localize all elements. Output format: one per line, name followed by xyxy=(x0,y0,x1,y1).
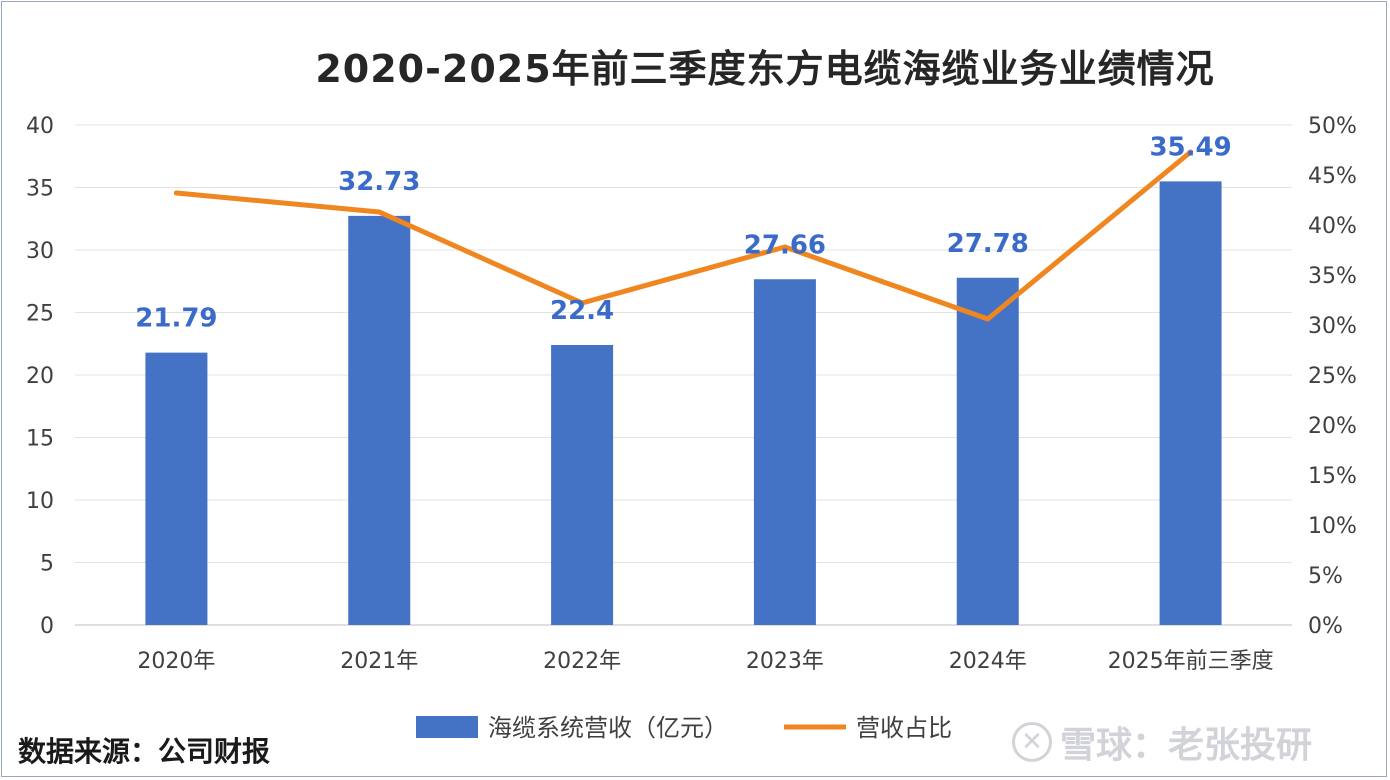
bar-data-label: 27.66 xyxy=(744,230,826,260)
y-left-tick-label: 5 xyxy=(40,552,54,577)
y-left-tick-label: 40 xyxy=(26,114,54,139)
bar xyxy=(348,215,411,625)
x-tick-label: 2025年前三季度 xyxy=(1108,649,1274,674)
line-point xyxy=(1188,149,1194,155)
x-tick-label: 2022年 xyxy=(543,649,621,674)
line-point xyxy=(782,244,788,250)
y-right-tick-label: 40% xyxy=(1308,214,1357,239)
bar-data-label: 22.4 xyxy=(550,296,614,326)
legend-label-line: 营收占比 xyxy=(856,714,952,742)
x-tick-label: 2024年 xyxy=(949,649,1027,674)
x-tick-label: 2023年 xyxy=(746,649,824,674)
y-left-tick-label: 20 xyxy=(26,364,54,389)
bar xyxy=(551,345,614,625)
y-left-tick-label: 0 xyxy=(40,614,54,639)
y-left-tick-label: 25 xyxy=(26,302,54,327)
bar-data-label: 27.78 xyxy=(947,229,1029,259)
watermark: ✕ 雪球：老张投研 xyxy=(1012,716,1312,768)
y-right-tick-label: 30% xyxy=(1308,314,1357,339)
x-tick-label: 2020年 xyxy=(137,649,215,674)
y-left-tick-label: 35 xyxy=(26,177,54,202)
y-right-tick-label: 10% xyxy=(1308,514,1357,539)
y-right-tick-label: 0% xyxy=(1308,614,1343,639)
y-right-tick-label: 50% xyxy=(1308,114,1357,139)
y-right-tick-label: 45% xyxy=(1308,164,1357,189)
y-left-tick-label: 30 xyxy=(26,239,54,264)
watermark-text: 雪球：老张投研 xyxy=(1060,725,1313,766)
y-right-tick-label: 25% xyxy=(1308,364,1357,389)
bar xyxy=(956,277,1019,625)
y-right-tick-label: 20% xyxy=(1308,414,1357,439)
snowball-logo-icon: ✕ xyxy=(1012,722,1052,762)
y-right-tick-label: 35% xyxy=(1308,264,1357,289)
bar xyxy=(145,352,208,625)
bar-data-label: 21.79 xyxy=(135,304,217,334)
bar-data-label: 35.49 xyxy=(1149,132,1231,162)
y-right-tick-label: 15% xyxy=(1308,464,1357,489)
legend-label-bar: 海缆系统营收（亿元） xyxy=(488,714,728,742)
ratio-line xyxy=(173,149,1194,322)
y-left-tick-label: 10 xyxy=(26,489,54,514)
chart-title: 2020-2025年前三季度东方电缆海缆业务业绩情况 xyxy=(315,47,1215,91)
y-right-tick-label: 5% xyxy=(1308,564,1343,589)
x-tick-label: 2021年 xyxy=(340,649,418,674)
data-source-note: 数据来源：公司财报 xyxy=(18,735,271,768)
y-left-tick-label: 15 xyxy=(26,427,54,452)
bar-data-label: 32.73 xyxy=(338,167,420,197)
line-point xyxy=(985,316,991,322)
bar xyxy=(753,279,816,625)
bar xyxy=(1159,181,1222,625)
line-point xyxy=(579,300,585,306)
line-point xyxy=(376,209,382,215)
line-point xyxy=(173,190,179,196)
legend-swatch-bar xyxy=(416,716,478,738)
